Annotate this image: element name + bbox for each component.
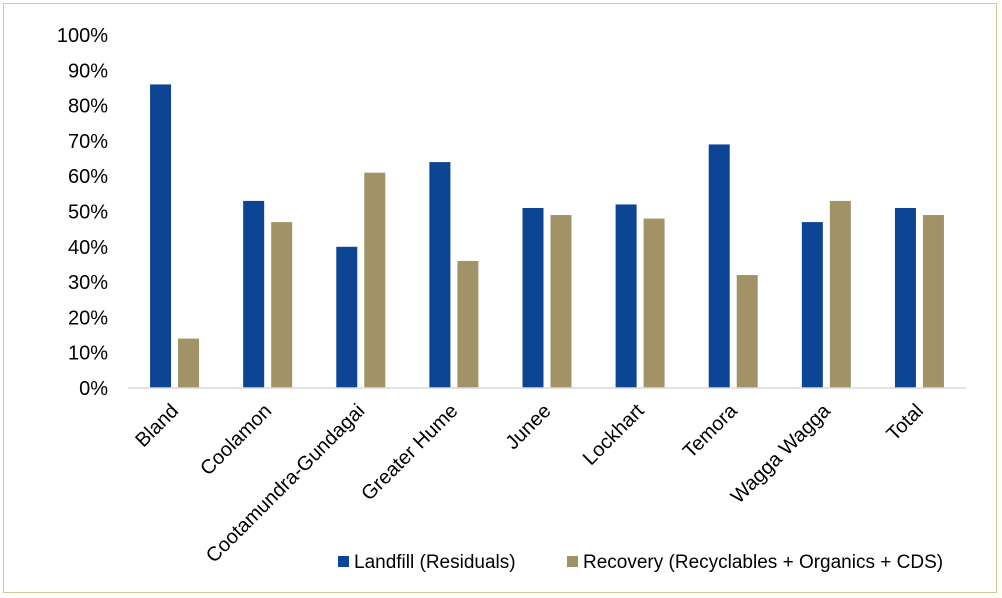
bar-landfill: [243, 200, 265, 388]
y-tick-label: 80%: [68, 96, 108, 118]
x-tick-label: Greater Hume: [357, 400, 462, 505]
x-tick-label: Coolamon: [196, 400, 276, 480]
y-tick-label: 40%: [68, 237, 108, 259]
legend-label-landfill: Landfill (Residuals): [354, 552, 516, 573]
bar-landfill: [708, 144, 730, 388]
bar-recovery: [271, 222, 293, 388]
y-axis-ticks: 0% 10% 20% 30% 40% 50% 60% 70% 80% 90% 100%: [57, 25, 108, 400]
y-tick-label: 60%: [68, 166, 108, 188]
y-tick-label: 0%: [79, 378, 108, 400]
bar-landfill: [336, 246, 358, 388]
x-tick-label: Bland: [131, 400, 183, 452]
y-tick-label: 50%: [68, 202, 108, 224]
legend: Landfill (Residuals) Recovery (Recyclable…: [338, 552, 943, 573]
bar-recovery: [922, 215, 944, 388]
x-tick-label: Wagga Wagga: [727, 399, 836, 508]
x-tick-label: Junee: [501, 400, 555, 454]
bar-landfill: [429, 162, 451, 388]
x-tick-label: Cootamundra-Gundagai: [202, 400, 369, 567]
bars: [150, 84, 944, 389]
bar-landfill: [615, 204, 637, 388]
bar-recovery: [457, 260, 479, 388]
y-tick-label: 30%: [68, 272, 108, 294]
legend-swatch-recovery: [567, 556, 578, 567]
x-tick-label: Lockhart: [579, 400, 649, 470]
bar-landfill: [150, 84, 172, 389]
bar-recovery: [178, 338, 200, 388]
y-tick-label: 20%: [68, 307, 108, 329]
bar-recovery: [736, 275, 758, 388]
bar-landfill: [801, 222, 823, 388]
bar-recovery: [829, 200, 851, 388]
x-tick-label: Total: [883, 400, 928, 445]
bar-landfill: [522, 207, 544, 388]
y-tick-label: 100%: [57, 25, 108, 47]
y-tick-label: 70%: [68, 131, 108, 153]
bar-recovery: [364, 172, 386, 388]
x-tick-label: Temora: [679, 399, 742, 462]
legend-swatch-landfill: [338, 556, 349, 567]
bar-landfill: [894, 207, 916, 388]
x-axis-ticks: Bland CoolamonCootamundra-GundagaiGreater…: [131, 399, 928, 567]
bar-recovery: [550, 215, 572, 388]
legend-label-recovery: Recovery (Recyclables + Organics + CDS): [583, 552, 943, 573]
y-tick-label: 10%: [68, 343, 108, 365]
y-tick-label: 90%: [68, 60, 108, 82]
bar-recovery: [643, 218, 665, 388]
